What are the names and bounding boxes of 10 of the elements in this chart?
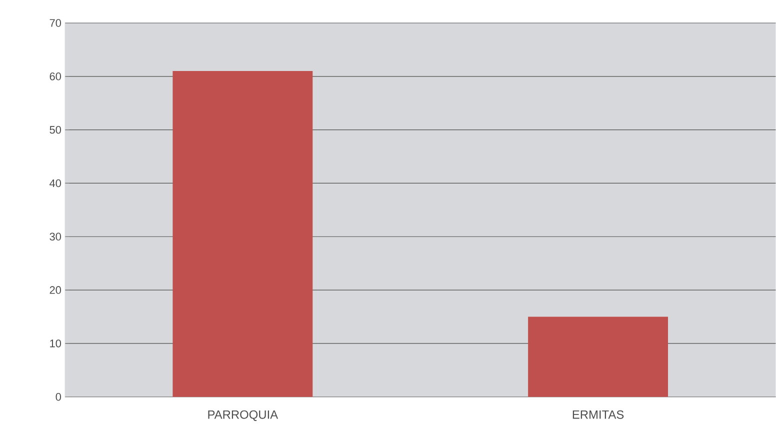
- y-tick-label: 0: [56, 393, 62, 401]
- y-tick-label: 50: [50, 126, 62, 134]
- y-tick-label: 40: [50, 179, 62, 188]
- y-tick-label: 30: [50, 232, 62, 241]
- x-tick-label: PARROQUIA: [208, 410, 278, 422]
- y-tick-label: 10: [50, 340, 62, 348]
- x-tick-label: ERMITAS: [572, 410, 624, 419]
- y-tick-label: 60: [50, 72, 62, 80]
- y-tick-label: 20: [50, 286, 62, 294]
- y-tick-label: 70: [50, 19, 62, 27]
